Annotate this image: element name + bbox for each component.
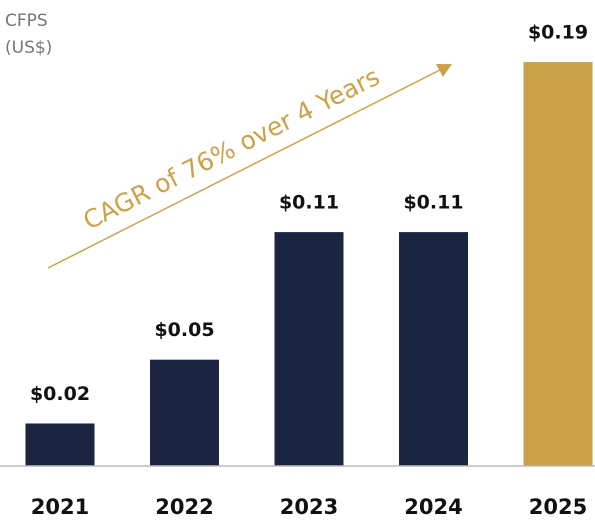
x-tick-label: 2022 [155, 495, 213, 519]
x-tick-label: 2021 [31, 495, 89, 519]
value-label: $0.05 [154, 319, 214, 341]
value-label: $0.19 [528, 22, 588, 44]
bar [25, 423, 95, 466]
bar [150, 359, 219, 466]
x-tick-label: 2025 [529, 495, 587, 519]
arrow-head [436, 64, 452, 77]
bar [523, 62, 593, 466]
x-tick-label: 2024 [404, 495, 462, 519]
value-label: $0.11 [279, 192, 339, 214]
value-label: $0.11 [403, 192, 463, 214]
value-label: $0.02 [30, 383, 90, 405]
arrow-line [47, 69, 441, 269]
x-tick-label: 2023 [280, 495, 338, 519]
bar [274, 232, 344, 466]
y-axis-label: (US$) [5, 38, 52, 58]
y-axis-label: CFPS [5, 11, 48, 31]
bar [399, 232, 468, 466]
